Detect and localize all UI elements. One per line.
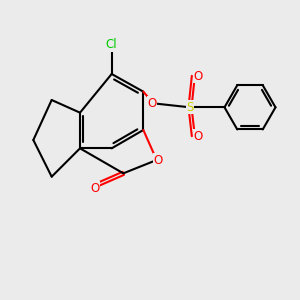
Text: O: O <box>193 70 203 83</box>
Text: Cl: Cl <box>106 38 118 51</box>
Text: O: O <box>91 182 100 194</box>
Text: O: O <box>193 130 203 142</box>
Text: S: S <box>186 101 194 114</box>
Text: O: O <box>154 154 163 166</box>
Text: O: O <box>147 97 157 110</box>
